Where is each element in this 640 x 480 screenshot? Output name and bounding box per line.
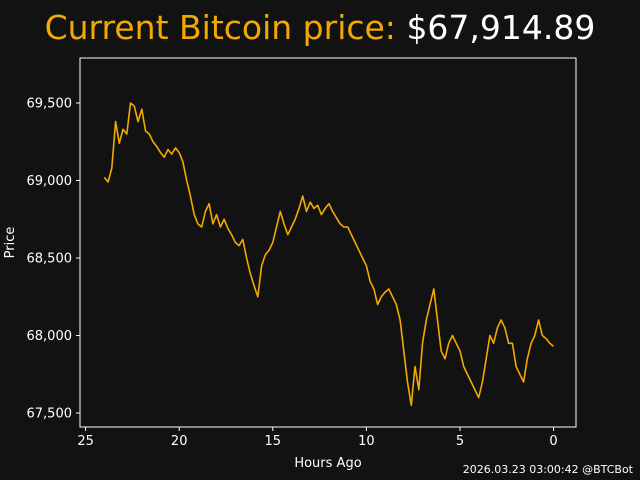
axis-ticks: 25 20 15 10 5 0 67,500 68,000 68,500 69,000 69,500	[27, 96, 558, 449]
y-tick-label: 67,500	[27, 407, 73, 422]
x-tick-label: 10	[358, 434, 375, 449]
plot-frame	[79, 57, 577, 428]
chart-title: Current Bitcoin price: $67,914.89	[0, 6, 640, 50]
y-tick-label: 68,000	[27, 329, 73, 344]
x-tick-label: 25	[77, 434, 94, 449]
price-series-line	[103, 102, 555, 407]
y-tick-label: 68,500	[27, 252, 73, 267]
x-tick-label: 0	[549, 434, 557, 449]
current-price: $67,914.89	[406, 8, 596, 47]
x-tick-label: 20	[171, 434, 188, 449]
x-tick-label: 5	[456, 434, 464, 449]
y-axis-label: Price	[3, 227, 18, 259]
x-axis-label: Hours Ago	[294, 456, 361, 471]
x-tick-label: 15	[265, 434, 282, 449]
timestamp-credit: 2026.03.23 03:00:42 @BTCBot	[462, 463, 633, 476]
title-prefix: Current Bitcoin price:	[44, 8, 396, 47]
y-tick-label: 69,000	[27, 174, 73, 189]
y-tick-label: 69,500	[27, 96, 73, 111]
